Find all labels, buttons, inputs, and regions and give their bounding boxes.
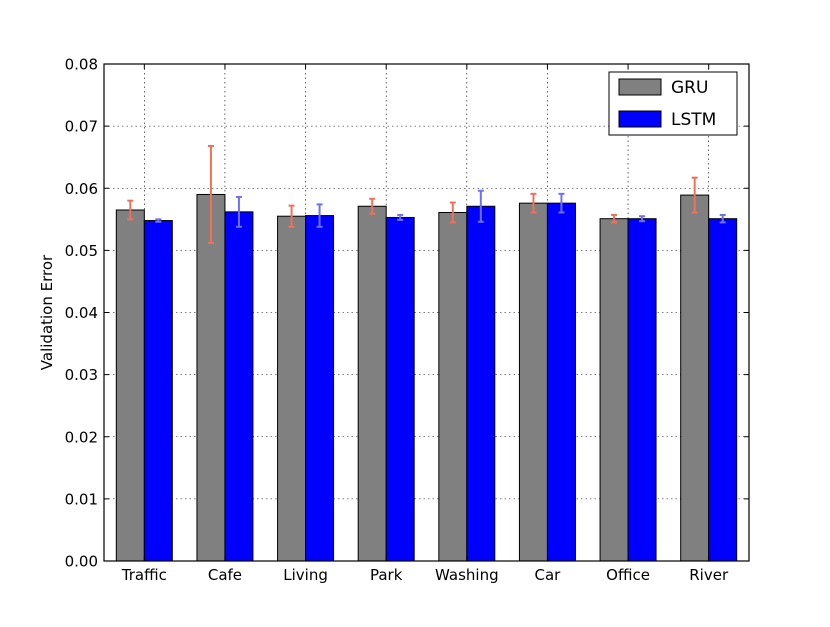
bars [115, 193, 738, 562]
x-axis-ticks: Traffic Cafe Living Park Washing Car Office Riv… [121, 64, 729, 584]
x-tick-label: Washing [435, 566, 499, 584]
legend-swatch-gru [618, 78, 662, 96]
legend-swatch-lstm [618, 110, 662, 128]
x-tick-label: Park [370, 566, 403, 584]
bar-gru [680, 194, 710, 562]
y-tick-label: 0.00 [65, 553, 98, 571]
bar-lstm [546, 202, 576, 562]
y-tick-label: 0.05 [65, 242, 98, 260]
x-tick-label: Office [606, 566, 650, 584]
bar-gru [518, 202, 548, 562]
y-tick-label: 0.06 [65, 180, 98, 198]
bar-gru [599, 218, 629, 562]
bar-gru [438, 211, 468, 562]
y-tick-label: 0.02 [65, 428, 98, 446]
bar-lstm [143, 220, 173, 562]
y-tick-label: 0.01 [65, 490, 98, 508]
x-tick-label: Living [283, 566, 328, 584]
y-tick-label: 0.03 [65, 366, 98, 384]
bar-lstm [466, 205, 496, 562]
x-tick-label: Cafe [208, 566, 242, 584]
y-axis-label: Validation Error [38, 254, 56, 370]
error-bars [127, 145, 726, 244]
bar-lstm [385, 216, 415, 562]
bar-lstm [305, 215, 335, 562]
legend-label-lstm: LSTM [671, 110, 716, 130]
y-tick-label: 0.04 [65, 304, 98, 322]
legend-label-gru: GRU [671, 78, 708, 98]
x-tick-label: Traffic [121, 566, 167, 584]
x-tick-label: River [689, 566, 729, 584]
bar-gru [115, 209, 145, 562]
bar-lstm [627, 218, 657, 562]
bar-lstm [708, 218, 738, 562]
y-tick-label: 0.08 [65, 56, 98, 74]
y-axis-ticks: 0.00 0.01 0.02 0.03 0.04 0.05 0.06 0.07 0.08 [65, 56, 749, 571]
bar-gru [357, 205, 387, 562]
y-tick-label: 0.07 [65, 118, 98, 136]
legend: GRU LSTM [608, 71, 738, 136]
bar-gru [196, 193, 226, 562]
bar-gru [277, 215, 307, 562]
x-tick-label: Car [535, 566, 562, 584]
bar-lstm [224, 211, 254, 562]
